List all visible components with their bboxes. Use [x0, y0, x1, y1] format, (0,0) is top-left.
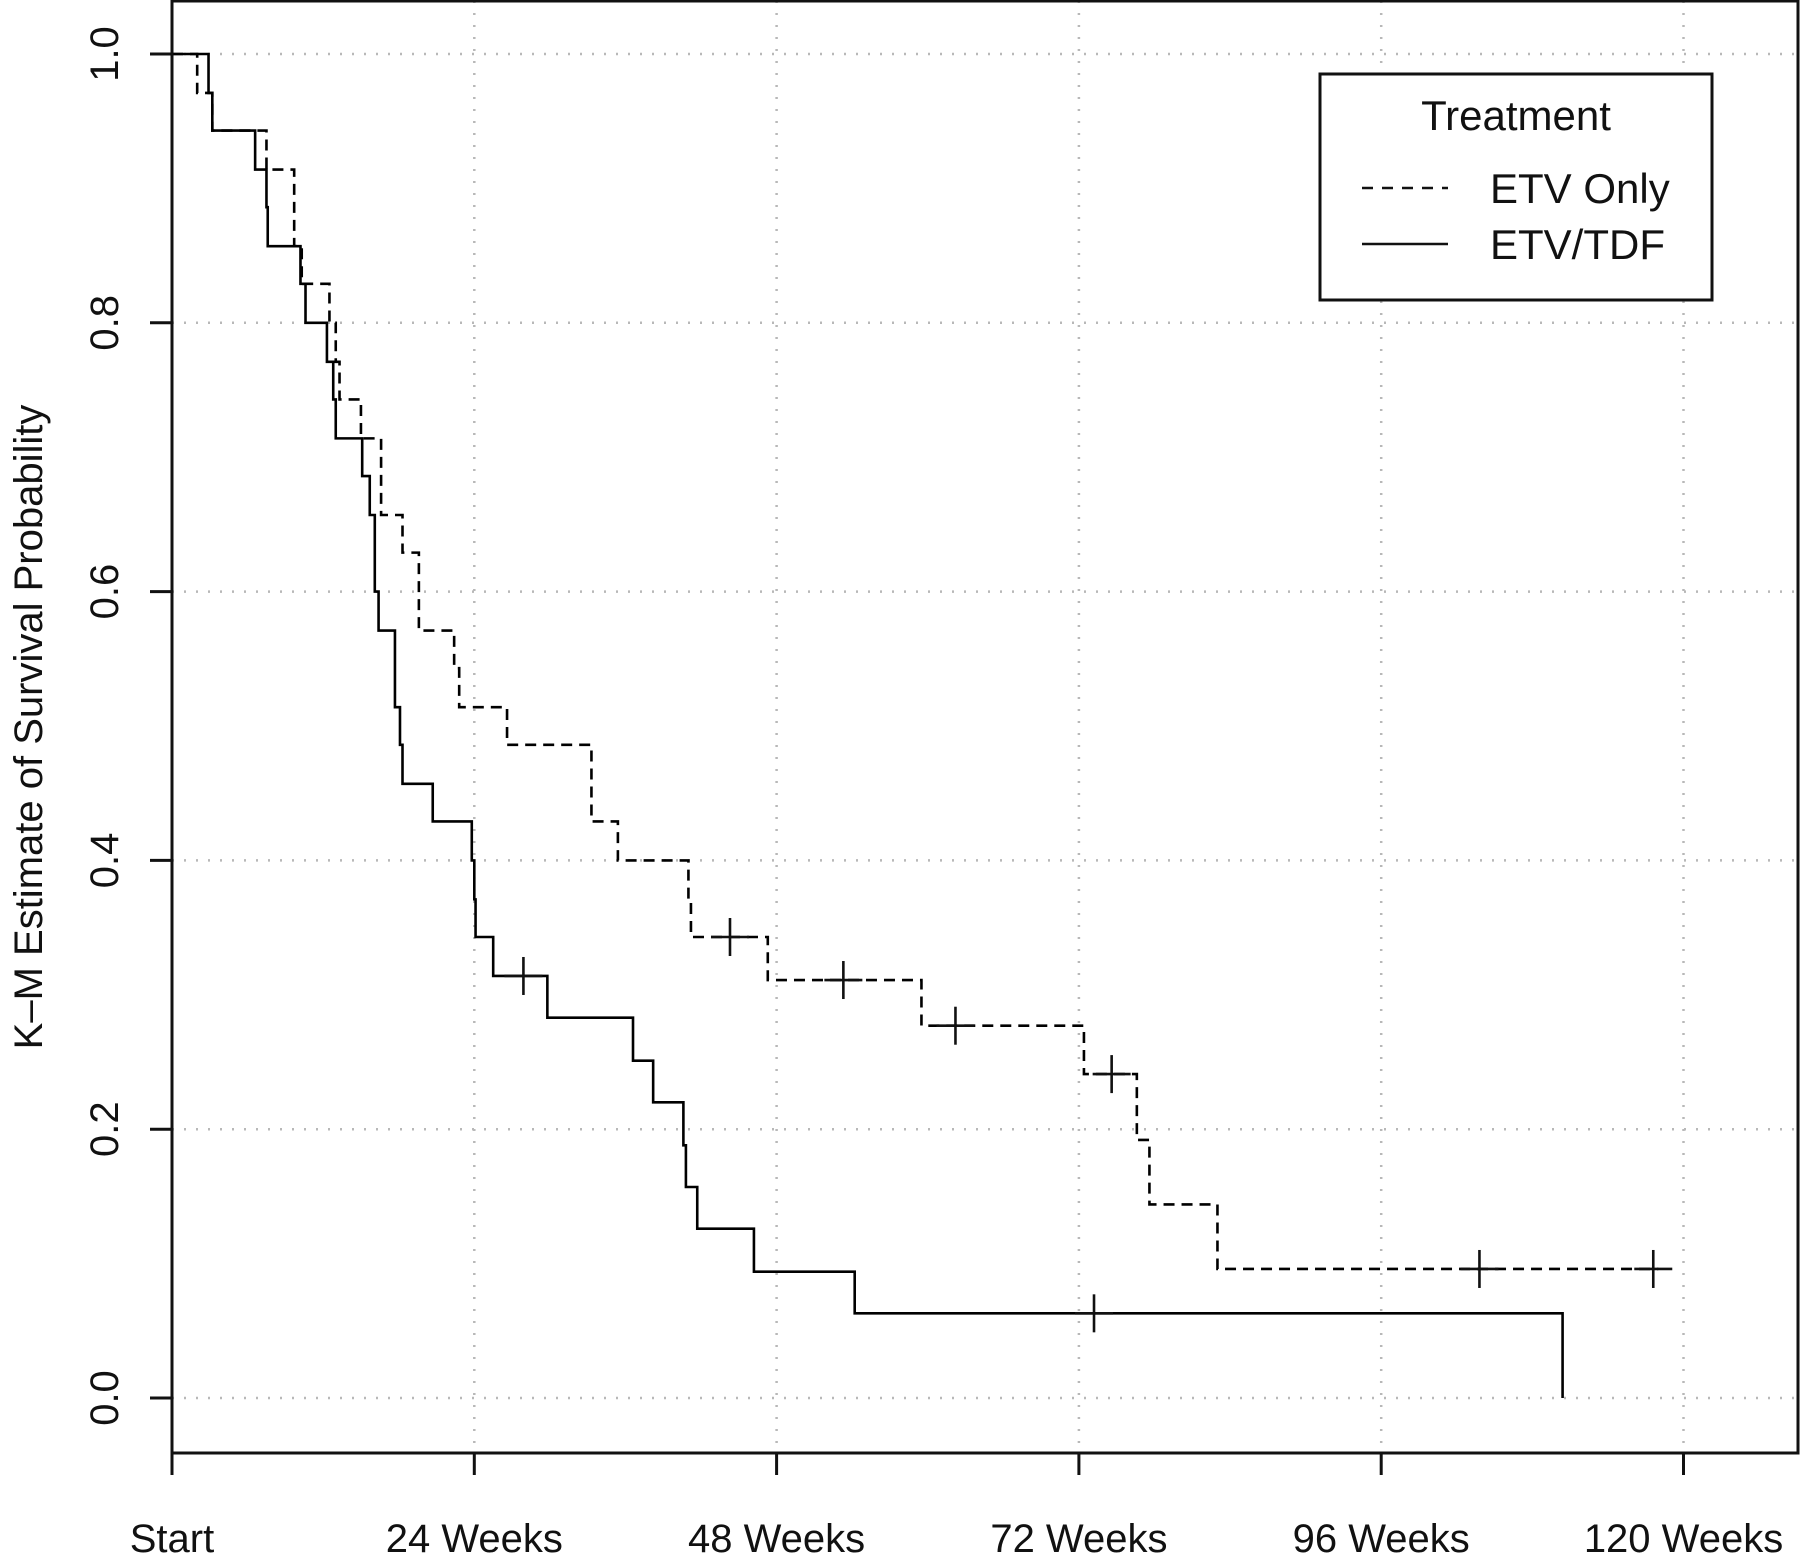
x-tick-label-3: 72 Weeks [990, 1517, 1167, 1556]
x-tick-label-1: 24 Weeks [386, 1517, 563, 1556]
x-tick-label-4: 96 Weeks [1293, 1517, 1470, 1556]
legend-entry-etv-tdf: ETV/TDF [1490, 221, 1665, 268]
censor-mark-0-5 [1634, 1249, 1673, 1288]
y-axis-label: K–M Estimate of Survival Probability [7, 405, 51, 1050]
y-tick-label-1: 0.2 [83, 1101, 127, 1157]
censor-mark-0-0 [710, 918, 749, 957]
censor-mark-0-2 [936, 1006, 975, 1045]
x-tick-label-5: 120 Weeks [1584, 1517, 1783, 1556]
x-tick-label-2: 48 Weeks [688, 1517, 865, 1556]
x-axis: Start 24 Weeks 48 Weeks 72 Weeks 96 Weeks 120… [130, 1453, 1783, 1556]
legend: Treatment ETV Only ETV/TDF [1318, 72, 1714, 302]
y-tick-label-4: 0.8 [83, 295, 127, 351]
y-tick-label-3: 0.6 [83, 564, 127, 620]
legend-entry-etv-only: ETV Only [1490, 165, 1670, 212]
series-lines [172, 52, 1659, 1398]
censor-mark-0-1 [824, 961, 863, 1000]
legend-title: Treatment [1421, 92, 1611, 139]
y-tick-label-2: 0.4 [83, 833, 127, 889]
censor-mark-0-3 [1092, 1055, 1131, 1094]
series-line-etv-tdf [172, 52, 1564, 1398]
plot-frame [170, 0, 1800, 1455]
y-axis: 0.0 0.2 0.4 0.6 0.8 1.0 [83, 26, 172, 1426]
censor-mark-1-1 [1075, 1294, 1114, 1333]
censor-marks [504, 918, 1673, 1333]
censor-mark-0-4 [1460, 1249, 1499, 1288]
series-line-etv-only [172, 52, 1659, 1271]
x-tick-label-0: Start [130, 1517, 214, 1556]
censor-mark-1-0 [504, 956, 543, 995]
y-tick-label-0: 0.0 [83, 1370, 127, 1426]
y-tick-label-5: 1.0 [83, 26, 127, 82]
